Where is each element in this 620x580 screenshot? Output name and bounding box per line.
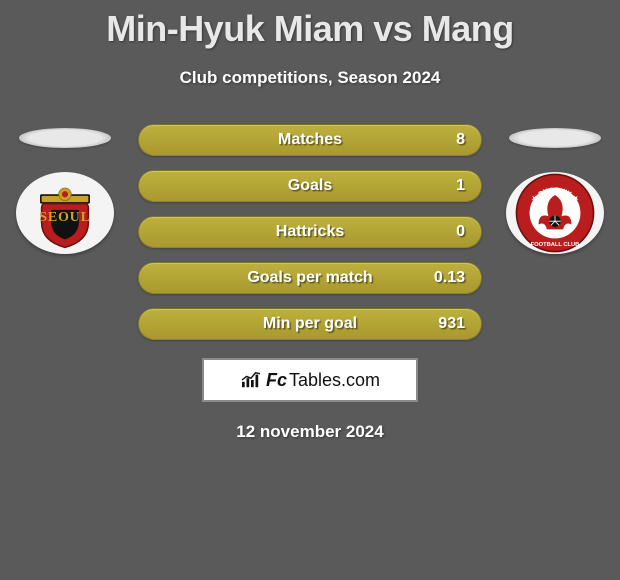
brand-rest: Tables.com: [289, 370, 380, 391]
stat-value: 1: [456, 177, 465, 195]
stat-bar-min-per-goal: Min per goal 931: [138, 308, 482, 340]
right-team-badge: ★ PHOENIX ★ FOOTBALL CLUB: [506, 172, 604, 254]
brand-chart-icon: [240, 371, 262, 389]
comparison-row: SEOUL Matches 8 Goals 1 Hattricks 0 Goal…: [0, 124, 620, 340]
stat-bar-matches: Matches 8: [138, 124, 482, 156]
left-team-badge: SEOUL: [16, 172, 114, 254]
stat-label: Min per goal: [263, 315, 357, 333]
subtitle: Club competitions, Season 2024: [0, 68, 620, 88]
left-team-col: SEOUL: [10, 124, 120, 254]
brand-fc: Fc: [266, 370, 287, 391]
stat-bar-goals: Goals 1: [138, 170, 482, 202]
stat-value: 0: [456, 223, 465, 241]
stat-label: Matches: [278, 131, 342, 149]
page-title: Min-Hyuk Miam vs Mang: [0, 0, 620, 50]
stat-bar-hattricks: Hattricks 0: [138, 216, 482, 248]
stat-label: Goals: [288, 177, 332, 195]
stat-value: 8: [456, 131, 465, 149]
left-ellipse: [19, 128, 111, 148]
right-ellipse: [509, 128, 601, 148]
svg-text:FOOTBALL CLUB: FOOTBALL CLUB: [531, 242, 580, 248]
right-team-col: ★ PHOENIX ★ FOOTBALL CLUB: [500, 124, 610, 254]
stat-value: 0.13: [434, 269, 465, 287]
stat-bar-goals-per-match: Goals per match 0.13: [138, 262, 482, 294]
svg-text:SEOUL: SEOUL: [39, 209, 90, 225]
brand-box[interactable]: FcTables.com: [202, 358, 418, 402]
stat-label: Hattricks: [276, 223, 344, 241]
date-label: 12 november 2024: [0, 422, 620, 442]
stat-value: 931: [438, 315, 465, 333]
stat-label: Goals per match: [247, 269, 372, 287]
phoenix-crest-icon: ★ PHOENIX ★ FOOTBALL CLUB: [514, 172, 596, 254]
stat-bars: Matches 8 Goals 1 Hattricks 0 Goals per …: [120, 124, 500, 340]
seoul-crest-icon: SEOUL: [26, 174, 104, 252]
